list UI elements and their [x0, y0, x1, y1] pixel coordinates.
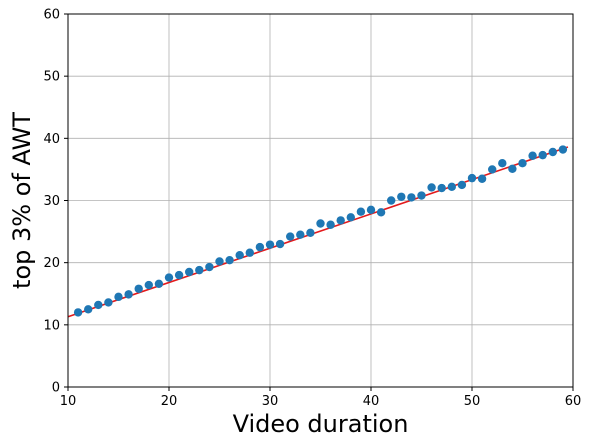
- data-point: [255, 242, 265, 252]
- data-point: [437, 183, 446, 193]
- data-point: [144, 280, 153, 290]
- data-point: [134, 284, 143, 293]
- data-point: [538, 150, 547, 160]
- x-tick-label: 10: [60, 394, 77, 409]
- y-tick-label: 0: [52, 381, 60, 396]
- data-point: [185, 267, 194, 277]
- data-point: [84, 305, 93, 314]
- data-point: [235, 251, 244, 260]
- data-point: [467, 173, 477, 183]
- data-point: [296, 230, 305, 239]
- data-point: [397, 192, 406, 201]
- data-point: [275, 239, 285, 249]
- data-point: [336, 216, 345, 225]
- data-point: [94, 300, 103, 310]
- data-point: [104, 298, 113, 307]
- y-tick-label: 50: [43, 70, 60, 85]
- data-point: [376, 208, 386, 217]
- data-point: [498, 159, 507, 168]
- x-tick-label: 20: [161, 394, 178, 409]
- data-point: [447, 182, 456, 192]
- y-tick-label: 60: [43, 8, 60, 23]
- data-point: [286, 232, 295, 241]
- x-tick-label: 60: [565, 394, 582, 409]
- data-point: [195, 265, 204, 275]
- data-point: [205, 262, 214, 272]
- data-point: [124, 290, 133, 299]
- data-point: [387, 196, 396, 205]
- data-point: [326, 220, 335, 229]
- y-axis-title: top 3% of AWT: [8, 112, 36, 289]
- data-point: [73, 308, 83, 317]
- x-axis-ticks: 10 20 30 40 50 60: [60, 387, 582, 409]
- data-point: [164, 273, 174, 282]
- data-point: [174, 270, 184, 280]
- data-point: [114, 292, 123, 302]
- data-point: [528, 151, 537, 160]
- y-tick-label: 10: [43, 318, 60, 333]
- x-tick-label: 40: [363, 394, 380, 409]
- data-point: [356, 207, 366, 216]
- data-point: [488, 165, 497, 174]
- x-tick-label: 50: [464, 394, 481, 409]
- data-point: [558, 145, 568, 154]
- data-point: [548, 147, 557, 157]
- x-tick-label: 30: [262, 394, 279, 409]
- data-point: [407, 193, 416, 202]
- data-point: [316, 219, 325, 228]
- data-point: [427, 183, 436, 192]
- y-tick-label: 40: [43, 132, 60, 147]
- fit-line: [67, 146, 569, 318]
- fit-line-layer: [67, 146, 569, 318]
- grid: [67, 13, 574, 388]
- y-tick-label: 20: [43, 256, 60, 271]
- data-point: [457, 180, 467, 190]
- data-point: [306, 228, 315, 238]
- y-axis-ticks: 0 10 20 30 40 50 60: [43, 8, 68, 396]
- data-point: [215, 257, 224, 266]
- points-layer: [73, 145, 568, 317]
- data-point: [508, 164, 517, 173]
- data-point: [154, 279, 164, 289]
- data-point: [245, 248, 254, 257]
- data-point: [518, 159, 527, 168]
- x-axis-title: Video duration: [233, 410, 409, 438]
- data-point: [265, 240, 275, 249]
- data-point: [417, 191, 426, 200]
- data-point: [225, 255, 234, 265]
- y-tick-label: 30: [43, 194, 60, 209]
- data-point: [346, 213, 355, 222]
- data-point: [477, 174, 487, 183]
- data-point: [366, 205, 376, 215]
